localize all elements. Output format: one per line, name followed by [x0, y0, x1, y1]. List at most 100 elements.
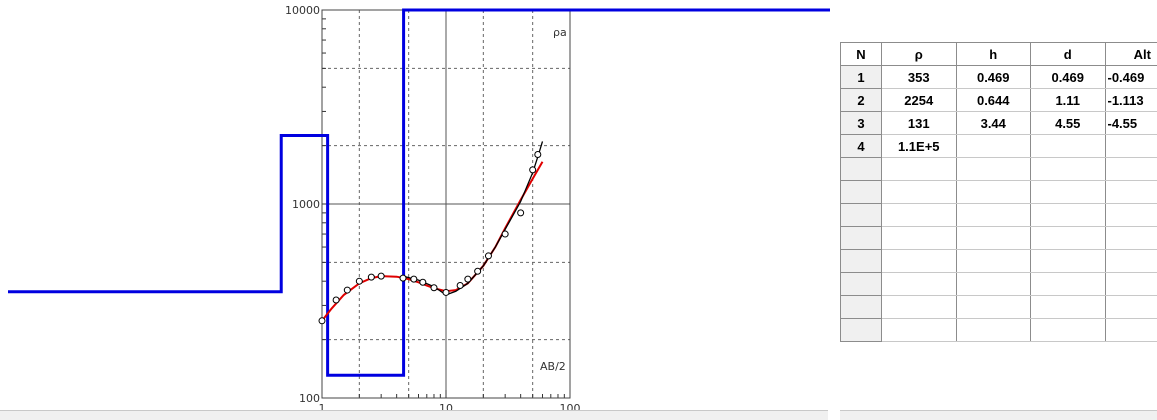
row-number-cell[interactable]: 3: [841, 112, 882, 135]
table-cell[interactable]: [956, 250, 1031, 273]
table-header-col4[interactable]: Alt: [1105, 43, 1157, 66]
table-cell[interactable]: 3.44: [956, 112, 1031, 135]
measured-point: [465, 276, 471, 282]
table-cell[interactable]: [1031, 204, 1106, 227]
table-row[interactable]: [841, 296, 1157, 319]
row-number-cell[interactable]: [841, 250, 882, 273]
table-cell[interactable]: [956, 135, 1031, 158]
table-cell[interactable]: [882, 296, 957, 319]
row-number-cell[interactable]: 2: [841, 89, 882, 112]
row-number-cell[interactable]: [841, 319, 882, 342]
table-cell[interactable]: 0.644: [956, 89, 1031, 112]
table-cell[interactable]: [1105, 250, 1157, 273]
measured-point: [344, 287, 350, 293]
table-cell[interactable]: [882, 319, 957, 342]
grid-layer: [322, 10, 570, 398]
row-number-cell[interactable]: 1: [841, 66, 882, 89]
measured-point: [400, 275, 406, 281]
table-cell[interactable]: [1031, 296, 1106, 319]
measured-point: [475, 268, 481, 274]
measured-point: [356, 278, 362, 284]
row-number-cell[interactable]: [841, 204, 882, 227]
table-cell[interactable]: -1.113: [1105, 89, 1157, 112]
table-cell[interactable]: [956, 296, 1031, 319]
table-cell[interactable]: [1031, 158, 1106, 181]
table-cell[interactable]: [1105, 181, 1157, 204]
table-cell[interactable]: [1105, 296, 1157, 319]
table-cell[interactable]: [1105, 273, 1157, 296]
curve-layer: [322, 141, 542, 320]
table-cell[interactable]: [1031, 227, 1106, 250]
table-cell[interactable]: 0.469: [1031, 66, 1106, 89]
table-cell[interactable]: -4.55: [1105, 112, 1157, 135]
table-cell[interactable]: [1105, 227, 1157, 250]
table-cell[interactable]: 1.11: [1031, 89, 1106, 112]
row-number-cell[interactable]: 4: [841, 135, 882, 158]
table-cell[interactable]: [956, 158, 1031, 181]
table-cell[interactable]: 1.1E+5: [882, 135, 957, 158]
table-cell[interactable]: [956, 204, 1031, 227]
table-cell[interactable]: [882, 204, 957, 227]
row-number-cell[interactable]: [841, 227, 882, 250]
table-cell[interactable]: [882, 250, 957, 273]
table-cell[interactable]: [956, 319, 1031, 342]
table-header-n[interactable]: N: [841, 43, 882, 66]
table-cell[interactable]: [882, 158, 957, 181]
measured-point: [368, 274, 374, 280]
table-cell[interactable]: [1031, 273, 1106, 296]
table-cell[interactable]: [956, 273, 1031, 296]
measured-point: [530, 167, 536, 173]
table-cell[interactable]: [1031, 135, 1106, 158]
y-tick-label: 100: [299, 392, 320, 405]
measured-point: [485, 253, 491, 259]
table-cell[interactable]: [1105, 204, 1157, 227]
table-cell[interactable]: [956, 181, 1031, 204]
table-cell[interactable]: 353: [882, 66, 957, 89]
table-cell[interactable]: [1105, 135, 1157, 158]
measured-point: [378, 273, 384, 279]
table-row[interactable]: [841, 227, 1157, 250]
model-layer: [8, 10, 830, 375]
table-cell[interactable]: 4.55: [1031, 112, 1106, 135]
table-row[interactable]: [841, 158, 1157, 181]
table-cell[interactable]: 2254: [882, 89, 957, 112]
measured-point: [502, 231, 508, 237]
table-cell[interactable]: [1031, 319, 1106, 342]
measured-point: [319, 318, 325, 324]
row-number-cell[interactable]: [841, 296, 882, 319]
row-number-cell[interactable]: [841, 273, 882, 296]
table-cell[interactable]: [882, 227, 957, 250]
table-cell[interactable]: [882, 181, 957, 204]
table-cell[interactable]: [1105, 158, 1157, 181]
measured-point: [535, 151, 541, 157]
table-row[interactable]: [841, 319, 1157, 342]
table-header-col1[interactable]: ρ: [882, 43, 957, 66]
table-cell[interactable]: [1105, 319, 1157, 342]
table-cell[interactable]: [1031, 181, 1106, 204]
table-cell[interactable]: 131: [882, 112, 957, 135]
table-row[interactable]: [841, 204, 1157, 227]
table-row[interactable]: [841, 273, 1157, 296]
table-row[interactable]: [841, 250, 1157, 273]
table-cell[interactable]: [956, 227, 1031, 250]
y-tick-label: 10000: [285, 4, 320, 17]
black-curve: [403, 141, 542, 294]
table-cell[interactable]: [882, 273, 957, 296]
table-header-col2[interactable]: h: [956, 43, 1031, 66]
measured-point: [431, 285, 437, 291]
table-header-col3[interactable]: d: [1031, 43, 1106, 66]
table-row[interactable]: [841, 181, 1157, 204]
table-cell[interactable]: 0.469: [956, 66, 1031, 89]
row-number-cell[interactable]: [841, 181, 882, 204]
table-cell[interactable]: [1031, 250, 1106, 273]
row-number-cell[interactable]: [841, 158, 882, 181]
table-cell[interactable]: -0.469: [1105, 66, 1157, 89]
